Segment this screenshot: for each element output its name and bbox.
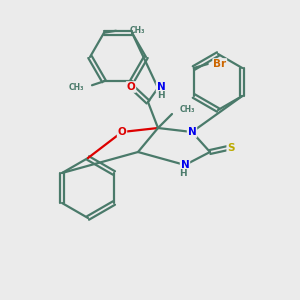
Text: CH₃: CH₃	[130, 26, 146, 35]
Text: Br: Br	[213, 59, 226, 69]
Text: CH₃: CH₃	[68, 83, 84, 92]
Text: O: O	[118, 127, 126, 137]
Text: N: N	[188, 127, 196, 137]
Text: H: H	[157, 92, 165, 100]
Text: H: H	[179, 169, 187, 178]
Text: N: N	[157, 82, 165, 92]
Text: CH₃: CH₃	[180, 106, 196, 115]
Text: S: S	[227, 143, 235, 153]
Text: N: N	[181, 160, 189, 170]
Text: O: O	[127, 82, 135, 92]
